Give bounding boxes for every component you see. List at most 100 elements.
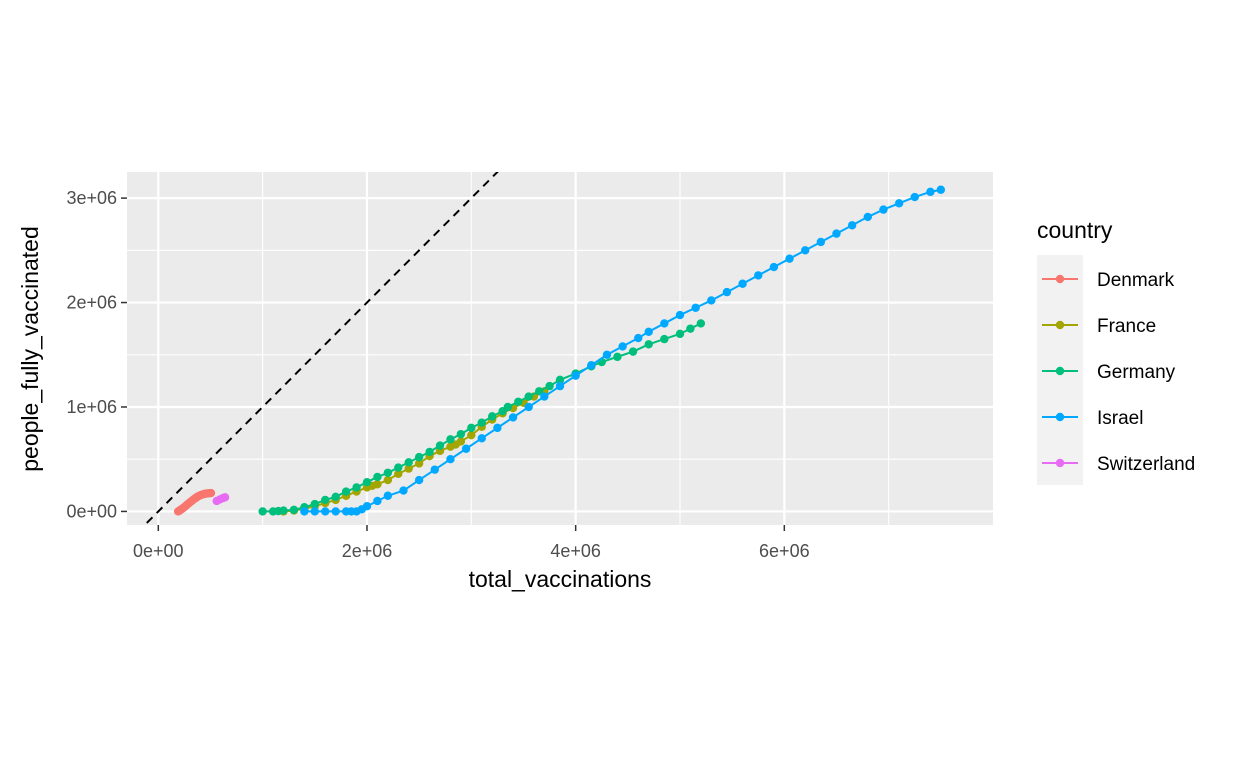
data-point-germany — [555, 375, 565, 385]
data-point-germany — [258, 507, 267, 516]
data-point-israel — [524, 402, 533, 412]
data-point-germany — [310, 499, 320, 509]
y-tick-label: 3e+06 — [66, 188, 117, 208]
data-point-israel — [832, 229, 841, 238]
data-point-germany — [477, 418, 486, 427]
data-point-germany — [613, 352, 622, 362]
data-point-germany — [514, 397, 523, 406]
data-point-israel — [493, 423, 502, 433]
legend-key-point — [1055, 366, 1065, 376]
data-point-germany — [362, 477, 372, 487]
data-point-israel — [399, 486, 408, 495]
legend-label: Israel — [1097, 408, 1143, 429]
data-point-israel — [477, 434, 486, 443]
data-point-israel — [587, 361, 596, 370]
data-point-germany — [446, 435, 455, 444]
data-point-israel — [461, 444, 471, 453]
data-point-israel — [847, 221, 857, 230]
data-point-israel — [785, 254, 794, 263]
legend-item-israel: Israel — [1042, 408, 1143, 429]
data-point-germany — [686, 324, 695, 333]
series-line-france — [283, 390, 545, 513]
legend: country Denmark France Germany Israel Switze… — [1037, 217, 1195, 485]
x-tick-label: 6e+06 — [759, 541, 810, 561]
data-point-germany — [696, 319, 706, 328]
legend-key-point — [1055, 274, 1065, 284]
data-point-israel — [816, 237, 826, 247]
data-point-israel — [618, 342, 627, 351]
data-point-switzerland — [220, 493, 230, 502]
x-axis-title: total_vaccinations — [469, 566, 652, 592]
legend-key-point — [1055, 320, 1065, 330]
plot-panel — [127, 172, 993, 525]
data-point-israel — [894, 199, 904, 208]
data-point-germany — [660, 334, 669, 344]
data-point-france — [394, 469, 403, 479]
x-axis-ticks: 0e+00 2e+06 4e+06 6e+06 — [133, 525, 810, 561]
y-axis-ticks: 0e+00 1e+06 2e+06 3e+06 — [66, 188, 127, 521]
data-point-israel — [300, 507, 309, 516]
data-point-germany — [644, 340, 653, 349]
legend-items: Denmark France Germany Israel Switzerland — [1042, 270, 1195, 475]
data-point-israel — [722, 287, 732, 297]
series-denmark — [173, 488, 216, 516]
legend-key-point — [1055, 412, 1065, 422]
minor-gridlines — [127, 172, 993, 525]
data-point-france — [456, 437, 466, 446]
series-layer — [173, 185, 946, 516]
data-point-germany — [503, 402, 513, 412]
data-point-germany — [435, 441, 445, 450]
data-point-germany — [394, 463, 403, 472]
data-point-israel — [555, 381, 565, 391]
data-point-france — [383, 475, 393, 485]
data-point-israel — [446, 455, 455, 464]
data-point-germany — [289, 505, 299, 515]
legend-label: Denmark — [1097, 270, 1175, 291]
data-point-israel — [675, 310, 685, 320]
data-point-germany — [321, 495, 330, 505]
legend-item-switzerland: Switzerland — [1042, 454, 1195, 475]
series-germany — [258, 319, 706, 516]
data-point-germany — [414, 452, 424, 462]
legend-label: Switzerland — [1097, 454, 1195, 475]
series-israel — [300, 185, 946, 516]
data-point-israel — [800, 246, 810, 255]
data-point-israel — [863, 212, 872, 222]
data-point-israel — [383, 491, 393, 500]
data-point-israel — [910, 192, 919, 202]
data-point-germany — [456, 429, 466, 439]
legend-item-france: France — [1042, 316, 1156, 337]
y-tick-label: 1e+06 — [66, 397, 117, 417]
x-tick-label: 0e+00 — [133, 541, 184, 561]
y-axis-title: people_fully_vaccinated — [17, 226, 43, 472]
data-point-germany — [383, 468, 393, 477]
data-point-germany — [352, 483, 361, 492]
data-point-germany — [467, 423, 476, 433]
data-point-israel — [707, 296, 716, 305]
x-tick-label: 2e+06 — [342, 541, 393, 561]
data-point-israel — [879, 205, 888, 214]
data-point-israel — [660, 319, 669, 328]
data-point-germany — [545, 381, 554, 391]
data-point-germany — [425, 447, 434, 457]
data-point-germany — [404, 458, 413, 467]
legend-key-point — [1055, 458, 1065, 468]
data-point-germany — [279, 506, 288, 515]
data-point-germany — [487, 412, 497, 421]
data-point-israel — [571, 371, 580, 380]
data-point-france — [414, 459, 424, 468]
data-point-israel — [362, 502, 372, 511]
data-point-israel — [310, 507, 320, 516]
legend-title: country — [1037, 217, 1113, 243]
data-point-israel — [738, 279, 747, 288]
data-point-france — [404, 464, 413, 473]
data-point-israel — [926, 187, 935, 197]
data-point-israel — [691, 303, 700, 312]
y-tick-label: 2e+06 — [66, 293, 117, 313]
data-point-israel — [936, 185, 946, 194]
y-tick-label: 0e+00 — [66, 501, 117, 521]
legend-item-denmark: Denmark — [1042, 270, 1175, 291]
data-point-israel — [769, 262, 779, 272]
data-point-israel — [644, 327, 653, 336]
